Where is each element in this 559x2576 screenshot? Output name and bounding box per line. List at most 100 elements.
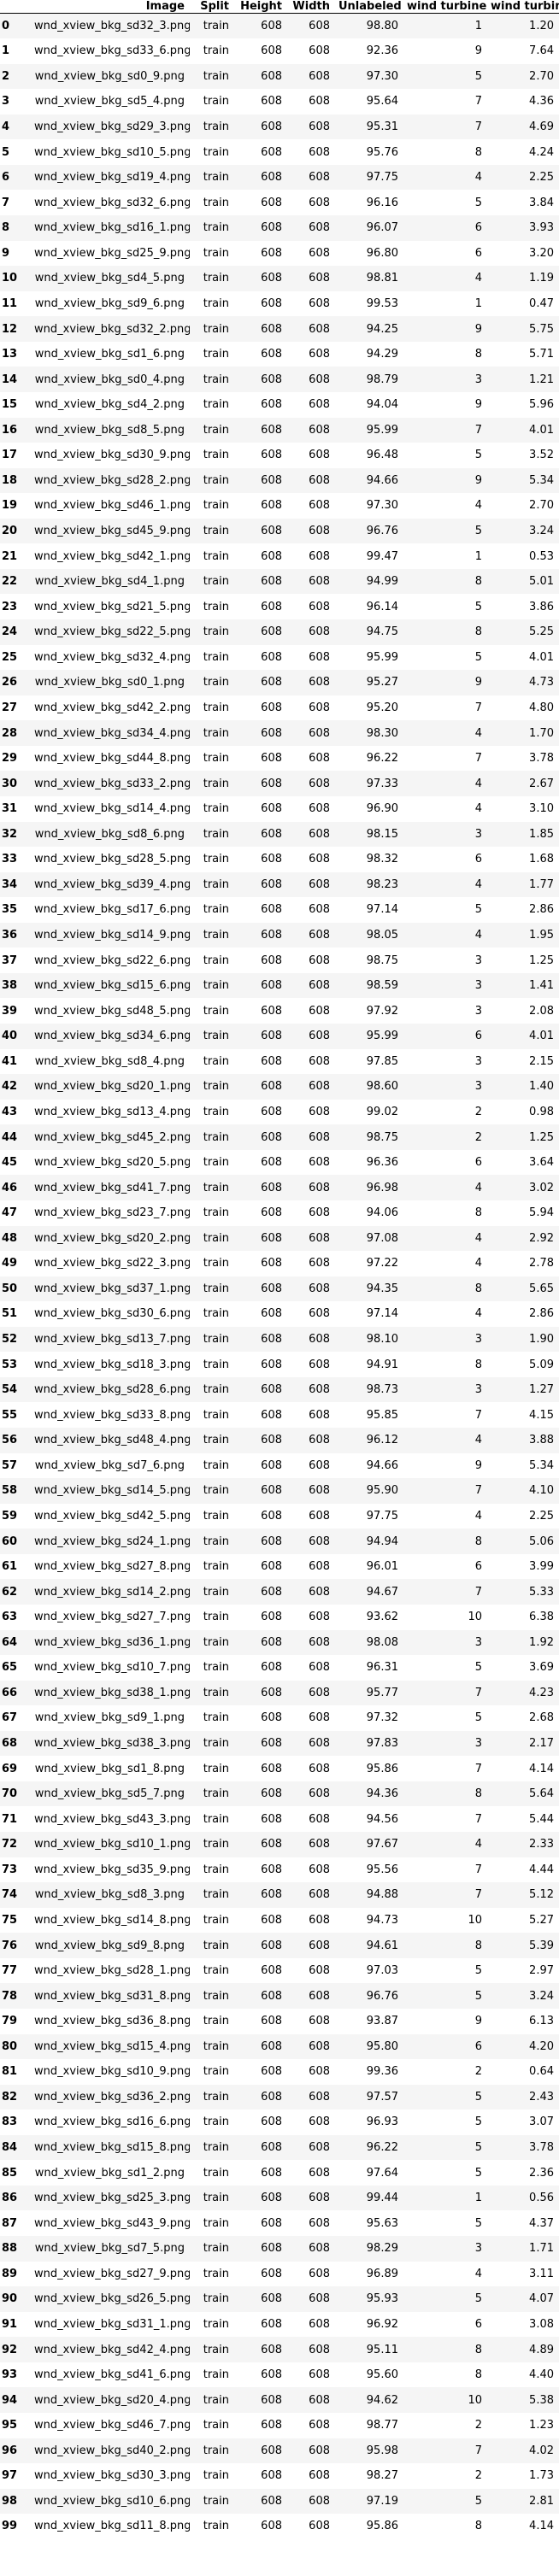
table-cell: 608	[309, 1054, 330, 1068]
table-cell: 608	[309, 1787, 330, 1801]
table-cell: 99.47	[366, 549, 398, 563]
table-cell: 1.92	[529, 1635, 554, 1649]
table-cell: train	[203, 398, 229, 412]
row-index: 52	[2, 1333, 18, 1347]
table-cell: 3.78	[529, 752, 554, 766]
table-cell: 95.64	[366, 95, 398, 109]
table-cell: 98.79	[366, 373, 398, 386]
table-cell: 97.83	[366, 1737, 398, 1751]
table-row: 76 wnd_xview_bkg_sd9_8.png train 608 608 94.6…	[0, 1933, 559, 1958]
table-cell: 608	[309, 954, 330, 967]
table-cell: wnd_xview_bkg_sd27_9.png	[34, 2267, 190, 2280]
table-cell: wnd_xview_bkg_sd8_6.png	[34, 827, 185, 841]
table-cell: 608	[261, 2368, 282, 2382]
table-cell: 98.08	[366, 1635, 398, 1649]
row-index: 87	[2, 2216, 18, 2230]
table-cell: 608	[261, 726, 282, 740]
table-cell: 1.85	[529, 827, 554, 841]
table-cell: 4.02	[529, 2444, 554, 2457]
table-cell: 608	[261, 2192, 282, 2205]
table-cell: 1.20	[529, 20, 554, 33]
table-cell: 3.20	[529, 246, 554, 260]
row-index: 33	[2, 853, 18, 866]
table-cell: 4.01	[529, 650, 554, 664]
table-cell: 5	[474, 600, 482, 613]
table-row: 92 wnd_xview_bkg_sd42_4.png train 608 608 95.…	[0, 2337, 559, 2362]
table-cell: 608	[309, 2065, 330, 2079]
table-cell: 5.34	[529, 1458, 554, 1472]
table-row: 0 wnd_xview_bkg_sd32_3.png train 608 608 98.8…	[0, 13, 559, 39]
table-cell: wnd_xview_bkg_sd23_7.png	[34, 1206, 190, 1220]
table-cell: train	[203, 2141, 229, 2155]
table-row: 14 wnd_xview_bkg_sd0_4.png train 608 608 98.7…	[0, 367, 559, 392]
table-cell: 5	[474, 1964, 482, 1978]
table-cell: 10	[468, 2393, 482, 2407]
table-cell: wnd_xview_bkg_sd31_8.png	[34, 1989, 190, 2003]
table-cell: 98.59	[366, 979, 398, 993]
row-index: 56	[2, 1434, 18, 1447]
table-cell: train	[203, 2065, 229, 2079]
table-cell: 5.38	[529, 2393, 554, 2407]
row-index: 44	[2, 1130, 18, 1144]
table-cell: 608	[309, 549, 330, 563]
table-row: 33 wnd_xview_bkg_sd28_5.png train 608 608 98.…	[0, 847, 559, 872]
table-row: 77 wnd_xview_bkg_sd28_1.png train 608 608 97.…	[0, 1957, 559, 1984]
table-cell: train	[203, 1509, 229, 1523]
table-cell: 608	[309, 2292, 330, 2306]
table-cell: 2.36	[529, 2166, 554, 2180]
table-row: 64 wnd_xview_bkg_sd36_1.png train 608 608 98.…	[0, 1629, 559, 1656]
table-cell: train	[203, 322, 229, 336]
table-cell: 98.23	[366, 877, 398, 891]
table-cell: 4.69	[529, 120, 554, 134]
row-index: 36	[2, 929, 18, 942]
table-cell: 608	[309, 348, 330, 361]
table-cell: 608	[309, 575, 330, 589]
table-cell: 1.73	[529, 2469, 554, 2483]
table-cell: 1	[474, 2192, 482, 2205]
table-cell: wnd_xview_bkg_sd45_2.png	[34, 1130, 190, 1144]
table-cell: 608	[309, 979, 330, 993]
table-cell: 98.05	[366, 929, 398, 942]
table-cell: 608	[309, 1888, 330, 1902]
table-cell: 95.11	[366, 2343, 398, 2356]
table-cell: wnd_xview_bkg_sd10_6.png	[34, 2494, 190, 2508]
table-cell: 1.27	[529, 1383, 554, 1397]
table-cell: wnd_xview_bkg_sd46_1.png	[34, 499, 190, 513]
table-cell: wnd_xview_bkg_sd44_8.png	[34, 752, 190, 766]
table-cell: 98.75	[366, 954, 398, 967]
table-cell: wnd_xview_bkg_sd39_4.png	[34, 877, 190, 891]
table-cell: 8	[474, 575, 482, 589]
table-cell: wnd_xview_bkg_sd4_2.png	[34, 398, 185, 412]
table-cell: train	[203, 95, 229, 109]
row-index: 66	[2, 1686, 18, 1699]
table-cell: 1.90	[529, 1333, 554, 1347]
row-index: 86	[2, 2192, 18, 2205]
table-cell: 0.98	[529, 1105, 554, 1118]
row-index: 29	[2, 752, 18, 766]
table-cell: 4.14	[529, 1762, 554, 1775]
table-cell: train	[203, 2039, 229, 2053]
table-cell: wnd_xview_bkg_sd42_5.png	[34, 1509, 190, 1523]
table-row: 17 wnd_xview_bkg_sd30_9.png train 608 608 96.…	[0, 443, 559, 468]
table-cell: 4	[474, 802, 482, 816]
table-cell: 96.76	[366, 1989, 398, 2003]
table-cell: 608	[261, 2419, 282, 2432]
table-cell: 608	[309, 1939, 330, 1952]
row-index: 7	[2, 196, 10, 209]
table-cell: 608	[309, 322, 330, 336]
table-cell: 2.08	[529, 1004, 554, 1018]
table-cell: 4	[474, 929, 482, 942]
table-cell: 4.89	[529, 2343, 554, 2356]
table-cell: train	[203, 1408, 229, 1422]
table-cell: 608	[309, 1560, 330, 1574]
table-cell: 5	[474, 2292, 482, 2306]
table-cell: 6.38	[529, 1611, 554, 1624]
table-cell: train	[203, 272, 229, 285]
table-cell: 608	[261, 246, 282, 260]
table-cell: wnd_xview_bkg_sd30_6.png	[34, 1307, 190, 1321]
column-header: Width	[287, 0, 335, 14]
row-index: 3	[2, 95, 10, 109]
row-index: 17	[2, 449, 18, 462]
table-cell: wnd_xview_bkg_sd21_5.png	[34, 600, 190, 613]
table-row: 53 wnd_xview_bkg_sd18_3.png train 608 608 94.…	[0, 1352, 559, 1377]
